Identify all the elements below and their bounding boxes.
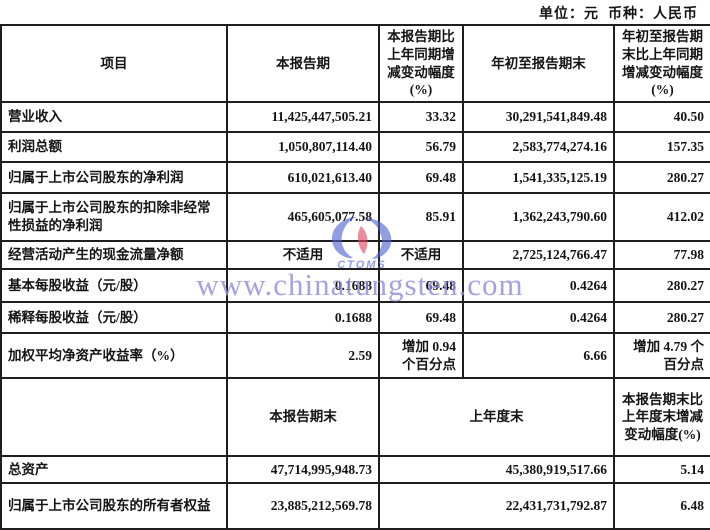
cell-item-label: 加权平均净资产收益率（%） (0, 332, 228, 380)
cell-ytd-value: 6.66 (462, 332, 615, 380)
cell-item-label: 归属于上市公司股东的所有者权益 (0, 482, 228, 530)
table-row-net-profit-excl-nonrecurring: 归属于上市公司股东的扣除非经常性损益的净利润 465,605,077.58 85… (0, 192, 710, 243)
cell-end-change-value: 5.14 (613, 455, 710, 485)
cell-change-value: 69.48 (378, 301, 464, 335)
table-row-net-profit: 归属于上市公司股东的净利润 610,021,613.40 69.48 1,541… (0, 161, 710, 195)
cell-change-value: 不适用 (378, 240, 464, 271)
cell-ytd-value: 2,583,774,274.16 (462, 131, 615, 164)
cell-current-value: 1,050,807,114.40 (226, 131, 380, 164)
cell-item-label: 总资产 (0, 455, 228, 485)
cell-item-label: 归属于上市公司股东的扣除非经常性损益的净利润 (0, 192, 228, 243)
cell-ytd-change-value: 280.27 (613, 301, 710, 335)
column-header-current-period: 本报告期 (226, 23, 380, 104)
table-row-operating-cash-flow: 经营活动产生的现金流量净额 不适用 不适用 2,725,124,766.47 7… (0, 240, 710, 271)
column-header-ytd: 年初至报告期末 (462, 23, 615, 104)
cell-ytd-change-value: 280.27 (613, 268, 710, 304)
column-header-item: 项目 (0, 23, 228, 104)
cell-current-value: 610,021,613.40 (226, 161, 380, 195)
cell-period-end-value: 23,885,212,569.78 (226, 482, 380, 530)
cell-change-value: 85.91 (378, 192, 464, 243)
cell-current-value: 0.1688 (226, 268, 380, 304)
table-row-total-profit: 利润总额 1,050,807,114.40 56.79 2,583,774,27… (0, 131, 710, 164)
cell-ytd-value: 1,362,243,790.60 (462, 192, 615, 243)
table-header-row-period: 项目 本报告期 本报告期比上年同期增减变动幅度(%) 年初至报告期末 年初至报告… (0, 23, 710, 104)
cell-current-value: 11,425,447,505.21 (226, 101, 380, 134)
table-row-revenue: 营业收入 11,425,447,505.21 33.32 30,291,541,… (0, 101, 710, 134)
table-row-diluted-eps: 稀释每股收益（元/股） 0.1688 69.48 0.4264 280.27 (0, 301, 710, 335)
cell-ytd-value: 2,725,124,766.47 (462, 240, 615, 271)
cell-ytd-value: 0.4264 (462, 268, 615, 304)
cell-current-value: 465,605,077.58 (226, 192, 380, 243)
column-header-period-end-change: 本报告期末比上年度末增减变动幅度(%) (613, 377, 710, 458)
cell-ytd-value: 30,291,541,849.48 (462, 101, 615, 134)
cell-end-change-value: 6.48 (613, 482, 710, 530)
cell-change-value: 33.32 (378, 101, 464, 134)
column-header-ytd-change: 年初至报告期末比上年同期增减变动幅度(%) (613, 23, 710, 104)
cell-ytd-value: 0.4264 (462, 301, 615, 335)
cell-item-label: 归属于上市公司股东的净利润 (0, 161, 228, 195)
table-row-total-assets: 总资产 47,714,995,948.73 45,380,919,517.66 … (0, 455, 710, 485)
cell-change-value: 56.79 (378, 131, 464, 164)
cell-change-value: 69.48 (378, 268, 464, 304)
table-header-row-period-end: 本报告期末 上年度末 本报告期末比上年度末增减变动幅度(%) (0, 377, 710, 458)
cell-current-value: 不适用 (226, 240, 380, 271)
cell-prev-year-end-value: 22,431,731,792.87 (378, 482, 615, 530)
unit-currency-label: 单位：元 币种：人民币 (539, 7, 698, 22)
table-row-equity-attributable: 归属于上市公司股东的所有者权益 23,885,212,569.78 22,431… (0, 482, 710, 530)
cell-item-label: 稀释每股收益（元/股） (0, 301, 228, 335)
cell-ytd-change-value: 280.27 (613, 161, 710, 195)
cell-item-label: 基本每股收益（元/股） (0, 268, 228, 304)
cell-ytd-change-value: 77.98 (613, 240, 710, 271)
column-header-current-change: 本报告期比上年同期增减变动幅度(%) (378, 23, 464, 104)
cell-ytd-change-value: 157.35 (613, 131, 710, 164)
cell-period-end-value: 47,714,995,948.73 (226, 455, 380, 485)
cell-item-label: 营业收入 (0, 101, 228, 134)
cell-item-label: 经营活动产生的现金流量净额 (0, 240, 228, 271)
cell-item-label: 利润总额 (0, 131, 228, 164)
column-header-period-end: 本报告期末 (226, 377, 380, 458)
cell-prev-year-end-value: 45,380,919,517.66 (378, 455, 615, 485)
cell-ytd-change-value: 412.02 (613, 192, 710, 243)
cell-current-value: 2.59 (226, 332, 380, 380)
cell-change-value: 69.48 (378, 161, 464, 195)
column-header-prev-year-end: 上年度末 (378, 377, 615, 458)
cell-ytd-change-value: 增加 4.79 个百分点 (613, 332, 710, 380)
cell-ytd-change-value: 40.50 (613, 101, 710, 134)
cell-ytd-value: 1,541,335,125.19 (462, 161, 615, 195)
table-row-weighted-avg-roe: 加权平均净资产收益率（%） 2.59 增加 0.94 个百分点 6.66 增加 … (0, 332, 710, 380)
cell-current-value: 0.1688 (226, 301, 380, 335)
financial-summary-table: 项目 本报告期 本报告期比上年同期增减变动幅度(%) 年初至报告期末 年初至报告… (0, 23, 710, 530)
cell-empty (0, 377, 228, 458)
table-row-basic-eps: 基本每股收益（元/股） 0.1688 69.48 0.4264 280.27 (0, 268, 710, 304)
cell-change-value: 增加 0.94 个百分点 (378, 332, 464, 380)
